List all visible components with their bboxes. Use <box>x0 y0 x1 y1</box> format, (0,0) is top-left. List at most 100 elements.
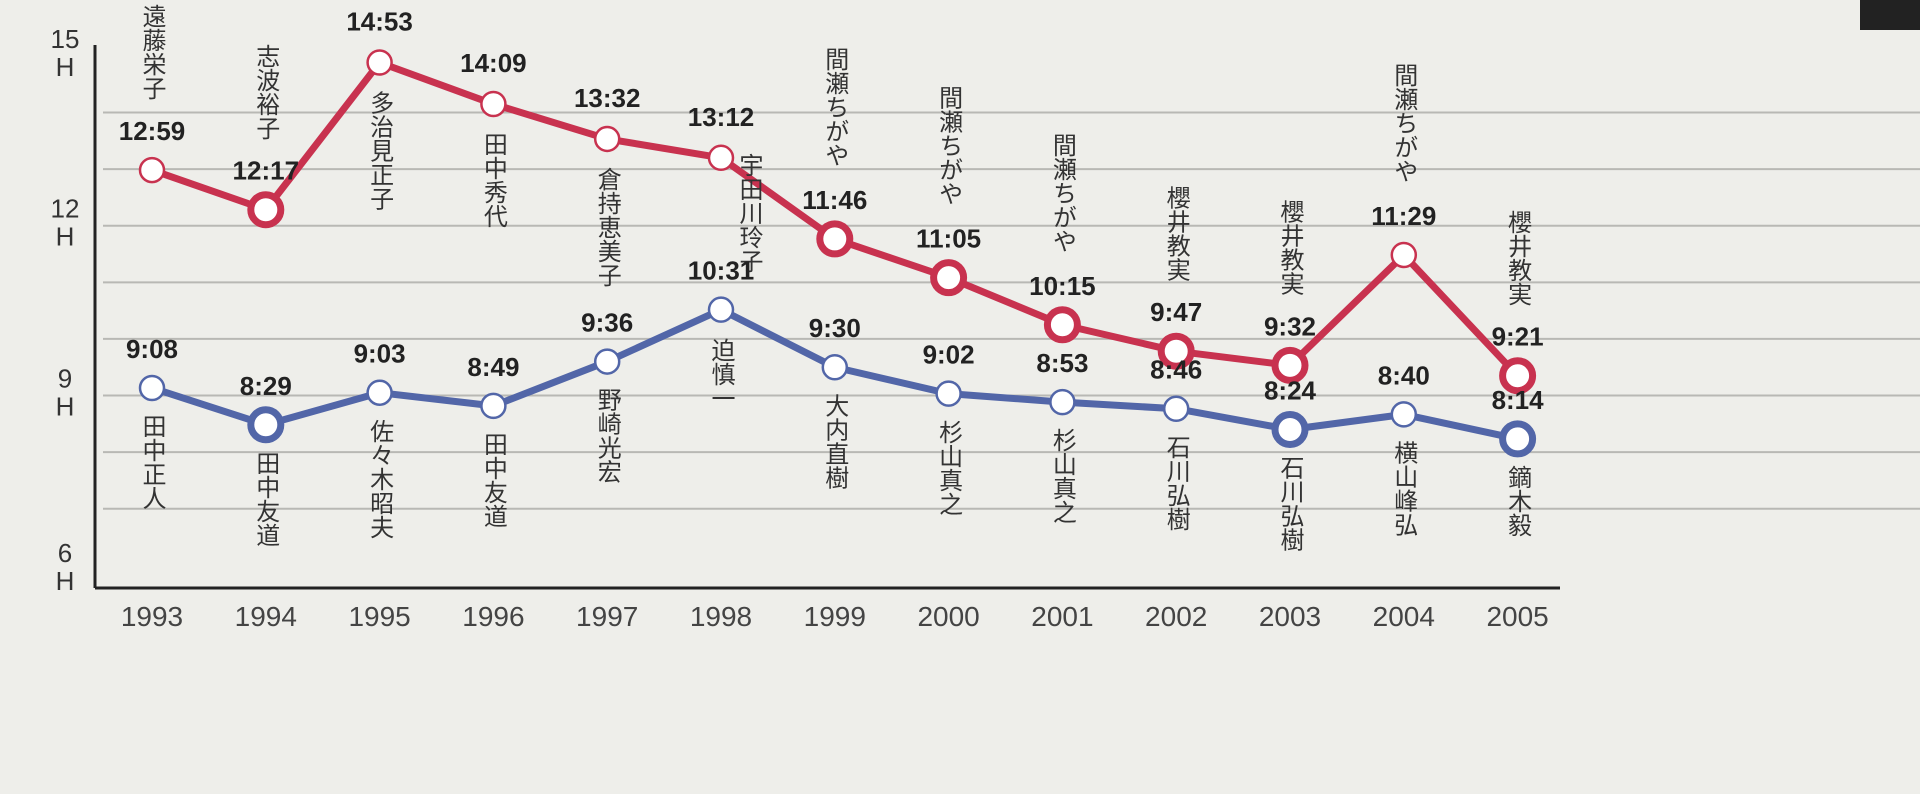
data-label-time: 9:08 <box>126 334 178 364</box>
data-point <box>138 156 166 184</box>
x-tick-label: 1998 <box>690 601 752 632</box>
x-tick-label: 1994 <box>235 601 297 632</box>
data-label-name: 宇田川玲子 <box>735 153 763 273</box>
x-tick-label: 1993 <box>121 601 183 632</box>
data-point <box>366 379 393 406</box>
data-label-time: 9:32 <box>1264 311 1316 341</box>
data-label-time: 9:36 <box>581 308 633 338</box>
data-label-time: 9:03 <box>354 339 406 369</box>
data-label-name: 杉山真之 <box>935 420 963 516</box>
data-point <box>480 90 507 118</box>
data-point <box>935 380 962 407</box>
data-label-time: 9:02 <box>923 340 975 370</box>
data-label-name: 横山峰弘 <box>1390 440 1418 536</box>
data-label-time: 13:12 <box>688 102 755 132</box>
data-point <box>1499 420 1537 458</box>
data-label-time: 8:49 <box>467 352 519 382</box>
data-point <box>1043 306 1081 344</box>
data-label-time: 13:32 <box>574 83 641 113</box>
data-label-name: 石川弘樹 <box>1276 455 1304 551</box>
data-label-name: 間瀬ちがや <box>1048 133 1076 253</box>
x-tick-label: 2001 <box>1031 601 1093 632</box>
data-point <box>480 392 507 420</box>
data-point <box>138 374 166 402</box>
data-label-name: 杉山真之 <box>1048 428 1076 524</box>
data-label-name: 田中秀代 <box>479 132 507 228</box>
data-point <box>366 49 393 76</box>
data-label-name: 櫻井教実 <box>1504 210 1532 306</box>
data-label-time: 11:05 <box>916 224 981 254</box>
data-label-name: 倉持恵美子 <box>593 167 621 287</box>
data-label-time: 9:21 <box>1492 322 1544 352</box>
data-point <box>821 353 849 381</box>
y-tick-label: 9 <box>58 364 72 394</box>
data-label-name: 多治見正子 <box>366 91 394 211</box>
data-label-name: 間瀬ちがや <box>1390 63 1418 183</box>
data-label-name: 迫慎一 <box>707 338 735 410</box>
data-label-name: 間瀬ちがや <box>821 47 849 167</box>
data-point <box>1271 346 1309 384</box>
y-tick-label: 6 <box>58 538 72 568</box>
data-label-time: 8:40 <box>1378 360 1430 390</box>
y-tick-unit: H <box>56 222 75 252</box>
data-point <box>247 406 285 444</box>
y-tick-unit: H <box>56 566 75 596</box>
x-tick-label: 2000 <box>917 601 979 632</box>
data-label-name: 櫻井教実 <box>1276 199 1304 295</box>
data-label-time: 8:29 <box>240 371 292 401</box>
data-label-name: 間瀬ちがや <box>935 86 963 206</box>
data-label-time: 12:17 <box>233 156 300 186</box>
data-label-time: 9:30 <box>809 313 861 343</box>
data-label-time: 10:15 <box>1029 271 1096 301</box>
data-point <box>707 144 735 172</box>
data-point <box>1499 357 1537 395</box>
data-point <box>1157 332 1195 370</box>
x-tick-label: 1995 <box>348 601 410 632</box>
data-label-time: 14:09 <box>460 48 527 78</box>
data-point <box>593 348 621 375</box>
data-point <box>1049 388 1076 416</box>
x-tick-label: 2005 <box>1486 601 1548 632</box>
page-edge <box>1860 0 1920 30</box>
x-tick-label: 2004 <box>1373 601 1435 632</box>
y-tick-unit: H <box>56 392 75 422</box>
data-point <box>1271 410 1309 448</box>
data-label-name: 佐々木昭夫 <box>366 419 394 539</box>
data-point <box>930 259 968 297</box>
data-label-name: 志波裕子 <box>252 44 280 140</box>
data-label-time: 8:46 <box>1150 355 1202 385</box>
data-point <box>1390 241 1418 269</box>
data-point <box>816 220 854 258</box>
data-label-time: 9:47 <box>1150 297 1202 327</box>
data-point <box>593 125 621 153</box>
data-point <box>707 296 735 323</box>
data-label-time: 8:53 <box>1036 348 1088 378</box>
data-label-time: 12:59 <box>119 116 186 146</box>
y-tick-unit: H <box>56 52 75 82</box>
x-tick-label: 1996 <box>462 601 524 632</box>
x-tick-label: 1999 <box>804 601 866 632</box>
data-label-name: 田中友道 <box>252 451 280 547</box>
data-label-time: 11:46 <box>802 185 867 215</box>
data-point <box>1390 401 1418 428</box>
data-label-name: 櫻井教実 <box>1162 185 1190 281</box>
data-label-time: 14:53 <box>346 7 413 37</box>
data-label-name: 鏑木毅 <box>1504 465 1532 537</box>
y-tick-label: 15 <box>51 24 80 54</box>
x-tick-label: 1997 <box>576 601 638 632</box>
x-tick-label: 2002 <box>1145 601 1207 632</box>
data-label-time: 8:24 <box>1264 375 1317 405</box>
data-label-name: 田中友道 <box>479 432 507 528</box>
data-label-time: 10:31 <box>688 256 755 286</box>
data-point <box>1162 395 1190 422</box>
y-tick-label: 12 <box>51 194 80 224</box>
data-label-name: 石川弘樹 <box>1162 435 1190 531</box>
data-label-name: 遠藤栄子 <box>138 4 166 100</box>
data-label-time: 8:14 <box>1492 385 1545 415</box>
data-label-name: 大内直樹 <box>821 393 849 489</box>
data-label-time: 11:29 <box>1371 201 1436 231</box>
data-point <box>247 191 285 229</box>
data-label-name: 田中正人 <box>138 414 166 510</box>
x-tick-label: 2003 <box>1259 601 1321 632</box>
